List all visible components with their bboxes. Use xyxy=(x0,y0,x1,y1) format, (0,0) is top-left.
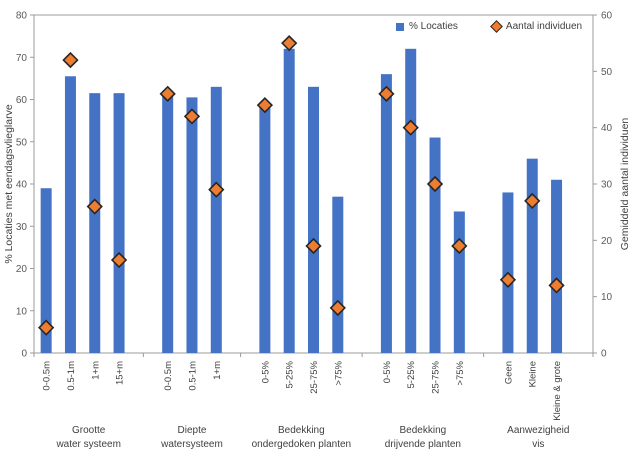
x-category-label: 0.5-1m xyxy=(66,361,77,391)
right-axis-tick-label: 40 xyxy=(601,123,613,134)
right-axis-tick-label: 50 xyxy=(601,67,613,78)
x-group-label: Bedekking xyxy=(278,425,325,436)
diamond-marker-15-m xyxy=(110,251,128,269)
bar-0-0-5m xyxy=(40,188,52,353)
x-category-label: Kleine & grote xyxy=(552,361,563,421)
x-category-label: 0-0.5m xyxy=(163,361,174,391)
x-category-label: 5-25% xyxy=(406,360,417,388)
bar-25-75- xyxy=(308,86,319,353)
diamond-marker-5-25- xyxy=(402,119,419,136)
left-axis-tick-label: 80 xyxy=(16,11,28,22)
x-group-label: Grootte xyxy=(72,425,106,436)
bar--75- xyxy=(453,211,465,353)
diamond-marker-1-m xyxy=(86,198,103,215)
diamond-marker-0-5-1m xyxy=(62,51,79,69)
bar-0-5- xyxy=(259,107,271,353)
x-group-label: Bedekking xyxy=(400,425,447,436)
legend-item-individuen: Aantal individuen xyxy=(490,20,583,33)
diamond-marker-kleine-grote xyxy=(548,277,565,294)
legend-item-locaties: % Locaties xyxy=(396,21,458,32)
bar-0-0-5m xyxy=(162,91,174,354)
legend-label: % Locaties xyxy=(409,21,458,32)
bar-0-5-1m xyxy=(64,76,76,353)
diamond-marker-kleine xyxy=(524,192,541,210)
bar-kleine-grote xyxy=(551,179,563,353)
bar-25-75- xyxy=(429,137,441,353)
x-group-label: Aanwezigheid xyxy=(507,425,569,436)
x-category-label: 0-5% xyxy=(382,360,393,383)
x-group-label: ondergedoken planten xyxy=(252,439,352,450)
x-category-label: Kleine xyxy=(528,361,539,387)
diamond-marker--75- xyxy=(329,299,346,317)
left-axis-tick-label: 60 xyxy=(16,95,28,106)
x-category-label: 0-5% xyxy=(260,360,271,383)
right-axis-tick-label: 10 xyxy=(601,292,613,303)
left-axis-tick-label: 0 xyxy=(21,349,27,360)
diamond-marker-0-5- xyxy=(256,97,274,114)
diamond-marker-0-5-1m xyxy=(183,108,201,125)
bar-1-m xyxy=(89,93,101,353)
x-category-label: 25-75% xyxy=(431,360,442,393)
right-axis-tick-label: 20 xyxy=(601,236,613,247)
x-group-label: water systeem xyxy=(55,439,120,450)
diamond-marker-25-75- xyxy=(426,175,444,193)
diamond-marker-0-5- xyxy=(378,85,395,102)
bar-15-m xyxy=(113,93,125,353)
legend: % Locaties Aantal individuen xyxy=(396,20,583,33)
left-axis-tick-label: 30 xyxy=(16,222,28,233)
bar--75- xyxy=(332,196,344,353)
left-axis-title: % Locaties met eendagsvlieglarve xyxy=(3,104,15,264)
x-category-label: 25-75% xyxy=(309,360,320,393)
x-category-label: 15+m xyxy=(115,361,126,385)
bar-kleine xyxy=(526,158,538,353)
x-category-label: Geen xyxy=(503,361,514,384)
right-axis-tick-label: 0 xyxy=(601,349,607,360)
left-axis-tick-label: 20 xyxy=(16,264,28,275)
right-axis-tick-label: 60 xyxy=(601,11,613,22)
bar-5-25- xyxy=(283,48,295,354)
bar-0-5- xyxy=(380,74,392,354)
bar-series-swatch-icon xyxy=(396,22,404,31)
left-axis-tick-label: 50 xyxy=(16,137,28,148)
diamond-marker--75- xyxy=(451,237,468,255)
x-group-label: Diepte xyxy=(178,425,207,436)
right-axis-tick-label: 30 xyxy=(601,180,613,191)
diamond-marker-0-0-5m xyxy=(159,85,176,102)
x-category-label: >75% xyxy=(333,360,344,385)
diamond-marker-25-75- xyxy=(305,237,322,255)
x-category-label: 0.5-1m xyxy=(187,361,198,391)
diamond-marker-1-m xyxy=(208,181,225,198)
x-category-label: 1+m xyxy=(90,361,101,380)
diamond-marker-geen xyxy=(499,271,517,288)
x-category-label: 0-0.5m xyxy=(42,361,53,391)
x-category-label: >75% xyxy=(455,360,466,385)
left-axis-tick-label: 10 xyxy=(16,306,28,317)
x-group-label: drijvende planten xyxy=(385,439,461,450)
diamond-marker-5-25- xyxy=(281,35,298,52)
right-axis-title: Gemiddeld aantal individuen xyxy=(619,117,631,251)
left-axis-tick-label: 40 xyxy=(16,180,28,191)
x-category-label: 1+m xyxy=(212,361,223,380)
x-group-label: watersysteem xyxy=(160,439,223,450)
bar-0-5-1m xyxy=(186,97,198,353)
legend-label: Aantal individuen xyxy=(505,21,583,32)
bar-1-m xyxy=(210,86,222,353)
x-group-label: vis xyxy=(532,439,544,450)
left-axis-tick-label: 70 xyxy=(16,53,28,64)
bar-5-25- xyxy=(405,48,417,354)
x-category-label: 5-25% xyxy=(285,360,296,388)
diamond-marker-0-0-5m xyxy=(38,319,55,336)
diamond-series-swatch-icon xyxy=(490,20,503,33)
